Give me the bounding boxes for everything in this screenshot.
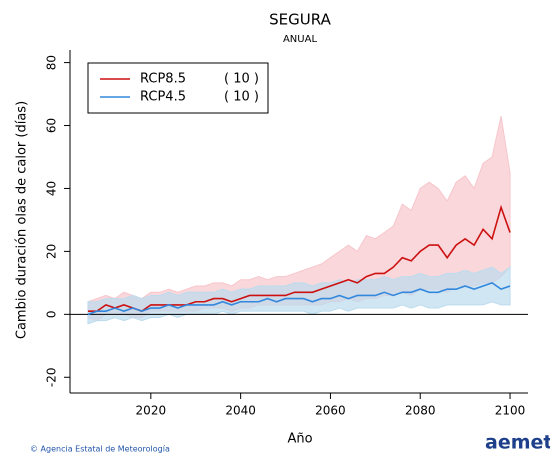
legend-label: RCP8.5 [140,72,186,87]
x-tick-label: 2100 [495,404,526,418]
footer-logo: aemet [485,432,550,454]
chart-subtitle: ANUAL [283,34,317,45]
legend-box [87,62,269,114]
series-line [87,281,511,316]
range-band [87,266,511,325]
y-tick-label: -20 [45,367,59,387]
y-axis-label: Cambio duración olas de calor (días) [15,101,30,339]
y-tick-label: 80 [45,55,59,70]
y-tick-label: 20 [45,244,59,259]
footer-credit: © Agencia Estatal de Meteorología [30,445,170,454]
x-axis-label: Año [287,432,312,447]
x-tick-label: 2020 [136,404,167,418]
x-tick-label: 2040 [225,404,256,418]
x-tick-label: 2080 [405,404,436,418]
y-tick-label: 40 [45,181,59,196]
legend-label: RCP4.5 [140,90,186,105]
series-line [87,204,511,313]
chart-title: SEGURA [269,11,331,29]
x-tick-label: 2060 [315,404,346,418]
legend-count: ( 10 ) [224,90,259,105]
legend-count: ( 10 ) [224,72,259,87]
y-tick-label: 60 [45,118,59,133]
y-tick-label: 0 [45,311,59,319]
